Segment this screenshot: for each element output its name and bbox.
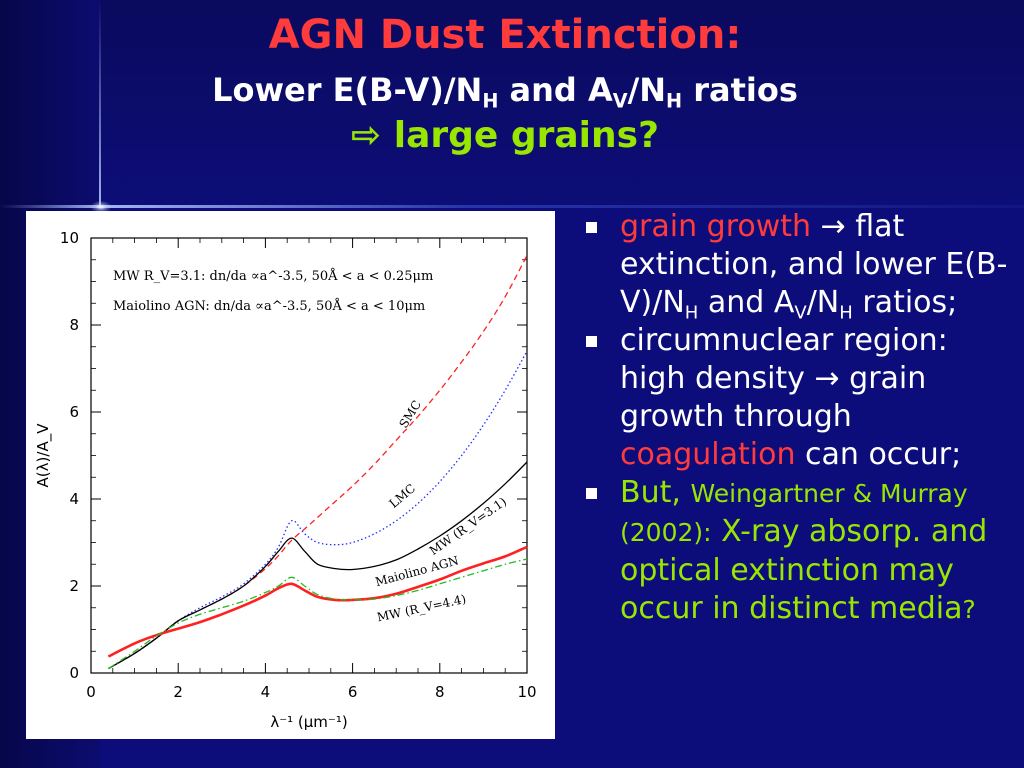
x-tick-label: 0 [86,683,96,701]
bullet-text: coagulation [620,437,796,472]
bullet-text: /N [806,285,840,320]
bullet-square-icon [586,488,597,499]
x-axis-label: λ⁻¹ (μm⁻¹) [270,713,347,731]
y-tick-label: 0 [69,664,79,682]
series-line-0 [108,255,528,670]
slide-title: AGN Dust Extinction: [268,12,742,58]
series-line-4 [108,558,528,670]
bullet-text: ? [962,595,976,624]
bullet-item: But, Weingartner & Murray (2002): X-ray … [584,474,1020,629]
legend-entry: MW R_V=3.1: dn/da ∝a^-3.5, 50Å < a < 0.2… [113,268,433,284]
bullet-text: circumnuclear region: high density → gra… [620,323,948,434]
y-tick-label: 2 [69,577,79,595]
decorative-horizontal-line [0,205,1024,208]
series-line-1 [108,350,528,670]
bullet-text: can occur; [795,437,962,472]
y-tick-label: 6 [69,403,79,421]
bullet-text: X-ray absorp. and optical extinction may… [620,514,988,626]
bullet-text: V [794,302,807,324]
bullet-text: H [839,302,853,324]
slide-question: ⇨ large grains? [351,115,659,156]
bullet-text: Weingartner & Murray (2002): [620,479,968,547]
y-tick-label: 4 [69,490,79,508]
y-axis-label: A(λ)/A_V [34,423,53,488]
curve-label: Maiolino AGN [374,553,460,589]
slide-subtitle: Lower E(B-V)/NH and AV/NH ratios [212,71,798,113]
arrow-icon: ⇨ [351,115,382,156]
curve-label: LMC [387,481,419,511]
extinction-chart: 0 2 4 6 8 10 0 2 4 6 8 10 λ⁻¹ (μm⁻¹) A(λ)/A_V MW R_V=3… [26,211,555,739]
bullet-text: ratios; [852,285,958,320]
decorative-flare [91,201,111,213]
y-tick-label: 8 [69,316,79,334]
bullet-item: circumnuclear region: high density → gra… [584,322,1020,474]
x-tick-label: 2 [173,683,183,701]
y-tick-label: 10 [60,229,79,247]
slide-title-block: AGN Dust Extinction: Lower E(B-V)/NH and… [0,10,1010,160]
x-tick-label: 6 [348,683,358,701]
legend-entry: Maiolino AGN: dn/da ∝a^-3.5, 50Å < a < 1… [113,298,425,314]
bullet-text: But, [620,475,691,510]
bullet-text: → flat extinction, and lower E(B-V)/N [620,209,1008,320]
bullet-text: and A [698,285,795,320]
bullet-item: grain growth → flat extinction, and lowe… [584,208,1020,322]
bullet-text: grain growth [620,209,812,244]
x-tick-label: 4 [261,683,271,701]
x-tick-label: 8 [435,683,445,701]
decorative-vertical-line [99,0,101,208]
bullet-square-icon [586,336,597,347]
series-line-2 [108,461,528,670]
bullet-square-icon [586,222,597,233]
header-background [0,0,1024,208]
extinction-chart-svg: 0 2 4 6 8 10 0 2 4 6 8 10 λ⁻¹ (μm⁻¹) A(λ)/A_V MW R_V=3… [34,229,537,731]
series-line-3 [107,545,528,658]
bullet-text: H [684,302,699,324]
x-tick-label: 10 [517,683,536,701]
curve-label: MW (R_V=3.1) [427,494,509,557]
bullet-list: grain growth → flat extinction, and lowe… [584,208,1020,629]
